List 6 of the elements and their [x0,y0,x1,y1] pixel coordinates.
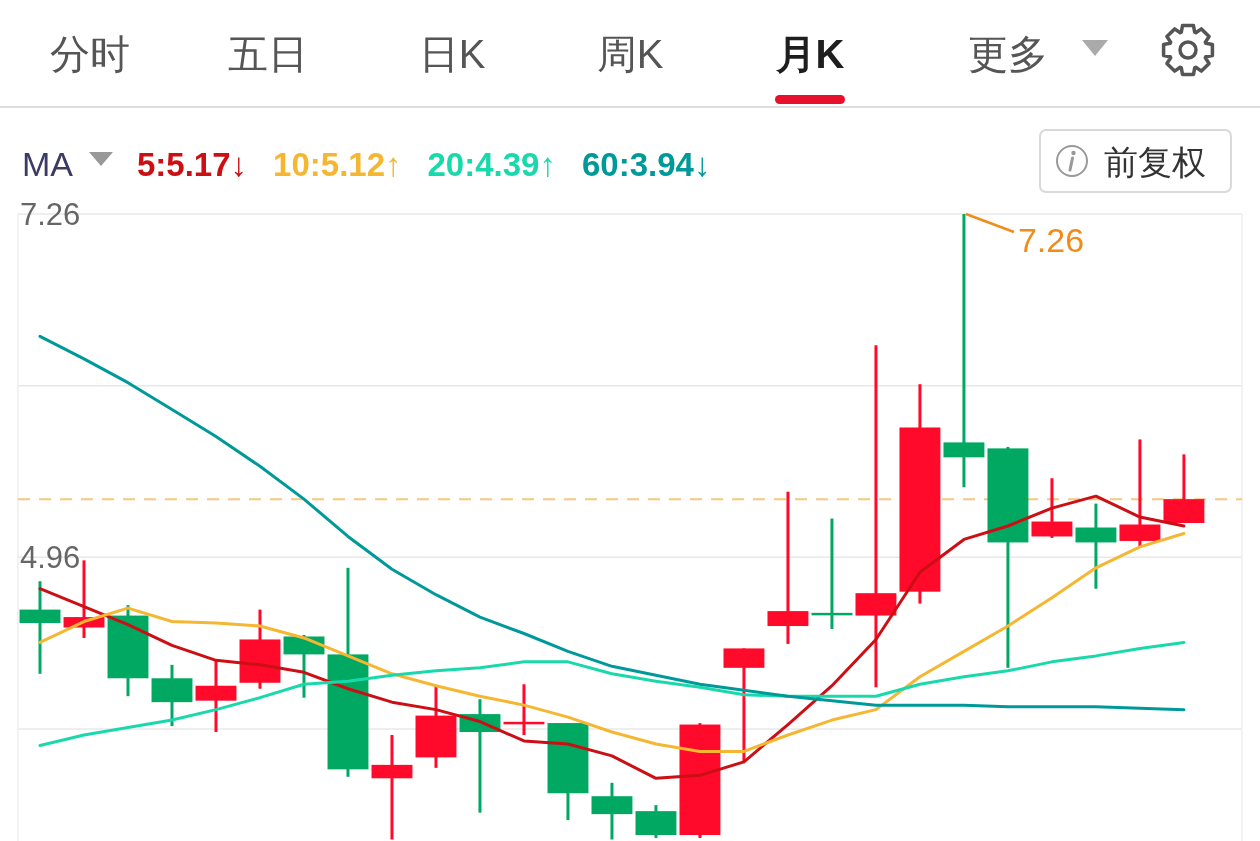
legend-title: MA [22,145,74,183]
button: 前复权 [1039,129,1232,193]
annotation: 7.26 [1017,221,1085,259]
y-tick-label: 4.96 [20,540,81,576]
legend: MA 5:5.17↓ 10:5.12↑ 20:4.39↑ 60:3.94↓ [22,145,711,183]
y-tick-label: 7.26 [20,197,81,232]
